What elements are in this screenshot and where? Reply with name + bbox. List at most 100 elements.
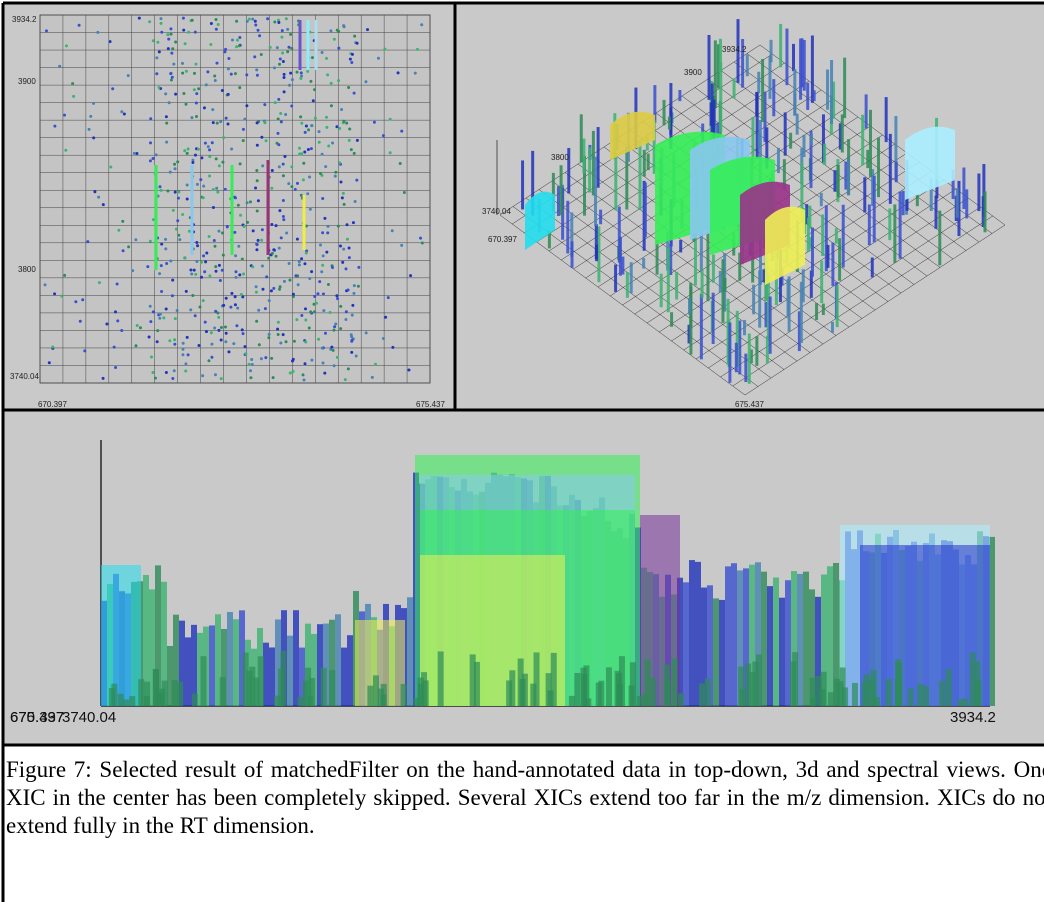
point <box>303 150 307 154</box>
point <box>396 71 400 75</box>
figure-caption: Figure 7: Selected result of matchedFilt… <box>6 757 1044 838</box>
point <box>316 292 320 296</box>
point <box>231 38 235 42</box>
point <box>157 50 161 54</box>
point <box>296 283 300 287</box>
point <box>402 191 406 195</box>
bar <box>506 680 513 706</box>
point <box>271 376 275 380</box>
point <box>277 97 281 101</box>
bar <box>149 589 155 706</box>
point <box>200 156 204 160</box>
point <box>224 116 228 120</box>
point <box>290 359 294 363</box>
point <box>325 250 329 254</box>
point <box>148 159 152 163</box>
point <box>157 86 161 90</box>
bar <box>761 571 767 706</box>
point <box>277 21 281 25</box>
point <box>173 317 177 321</box>
point <box>339 180 343 184</box>
bar <box>274 695 281 706</box>
bar <box>809 589 815 706</box>
point <box>313 295 317 299</box>
point <box>238 36 242 40</box>
point <box>277 62 281 66</box>
point <box>159 264 163 268</box>
bar <box>785 580 791 706</box>
point <box>255 169 259 173</box>
bar <box>377 688 384 706</box>
point <box>268 45 272 49</box>
point <box>350 339 354 343</box>
point <box>168 170 172 174</box>
point <box>286 27 290 31</box>
point <box>151 39 155 43</box>
point <box>293 187 297 191</box>
bar <box>309 677 316 706</box>
bar <box>191 693 198 706</box>
point <box>295 181 299 185</box>
point <box>135 323 139 327</box>
point <box>219 377 223 381</box>
bar <box>341 647 347 706</box>
bar <box>989 536 995 706</box>
point <box>326 231 330 235</box>
point <box>342 202 346 206</box>
bar <box>749 564 755 706</box>
y-label: 3934.2 <box>722 45 747 54</box>
bar <box>277 668 284 706</box>
point <box>288 371 292 375</box>
point <box>329 81 333 85</box>
bar <box>767 586 773 706</box>
point <box>201 196 205 200</box>
point <box>284 17 288 21</box>
point <box>355 178 359 182</box>
point <box>264 356 268 360</box>
point <box>357 265 361 269</box>
y-label: 3934.2 <box>12 15 37 24</box>
point <box>121 219 125 223</box>
bar <box>269 647 275 706</box>
point <box>223 50 227 54</box>
point <box>164 92 168 96</box>
point <box>233 230 237 234</box>
point <box>209 21 213 25</box>
point <box>183 149 187 153</box>
point <box>285 231 289 235</box>
point <box>112 345 116 349</box>
point <box>198 305 202 309</box>
point <box>291 295 295 299</box>
bar <box>833 562 839 706</box>
point <box>192 88 196 92</box>
xic-slab <box>525 191 555 250</box>
point <box>245 201 249 205</box>
point <box>194 101 198 105</box>
bar <box>695 561 701 706</box>
point <box>89 114 93 118</box>
point <box>270 223 274 227</box>
point <box>254 290 258 294</box>
point <box>114 365 118 369</box>
point <box>218 279 222 283</box>
point <box>120 110 124 114</box>
point <box>366 28 370 32</box>
point <box>381 336 385 340</box>
point <box>183 42 187 46</box>
point <box>238 162 242 166</box>
point <box>180 61 184 65</box>
point <box>400 243 404 247</box>
bar <box>367 685 374 706</box>
bar <box>737 570 743 706</box>
point <box>210 141 214 145</box>
point <box>267 256 271 260</box>
bar <box>545 673 552 706</box>
x-label: 675.437 <box>10 709 64 726</box>
point <box>235 38 239 42</box>
point <box>219 120 223 124</box>
point <box>349 333 353 337</box>
point <box>243 345 247 349</box>
point <box>248 369 252 373</box>
point <box>280 35 284 39</box>
point <box>283 155 287 159</box>
